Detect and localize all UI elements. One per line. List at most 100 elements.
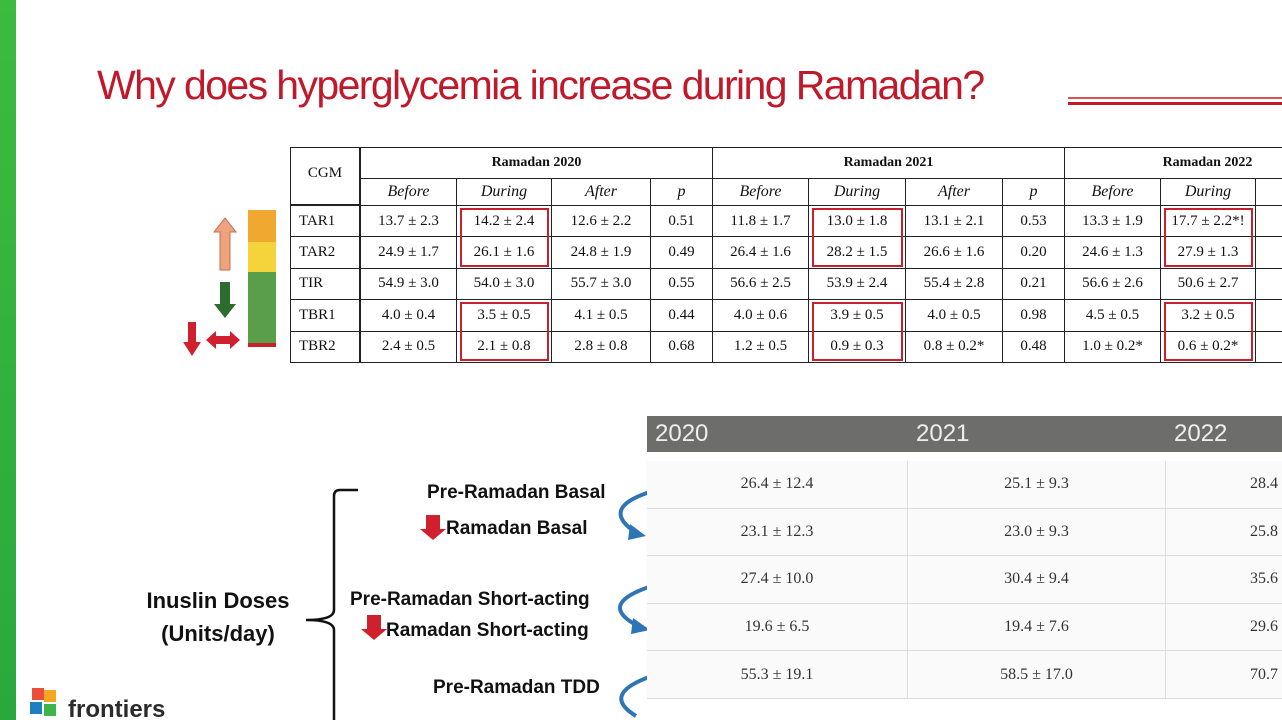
title-rule xyxy=(1068,102,1282,105)
data-cell: 12.6 ± 2.2 xyxy=(551,205,651,238)
down-arrow xyxy=(183,322,201,356)
data-cell: 1.2 ± 0.5 xyxy=(712,330,809,363)
corner-cell: CGM xyxy=(290,147,360,205)
data-cell xyxy=(1255,236,1282,269)
column-header: p xyxy=(650,178,713,206)
down-arrow xyxy=(420,515,446,540)
data-cell: 0.53 xyxy=(1002,205,1065,238)
row-label: TBR1 xyxy=(290,299,360,332)
dose-header-band xyxy=(647,416,1282,452)
highlight-box xyxy=(812,302,903,361)
down-arrow xyxy=(361,615,387,640)
data-cell: 50.6 ± 2.7 xyxy=(1160,267,1256,301)
dose-cell: 58.5 ± 17.0 xyxy=(908,651,1166,699)
data-cell: 2.4 ± 0.5 xyxy=(360,330,457,363)
data-cell: 4.0 ± 0.5 xyxy=(905,299,1003,332)
dose-cell: 23.1 ± 12.3 xyxy=(647,508,908,557)
data-cell: 0.49 xyxy=(650,236,713,269)
data-cell: 13.3 ± 1.9 xyxy=(1064,205,1161,238)
dose-cell: 30.4 ± 9.4 xyxy=(908,556,1166,604)
dose-cell: 19.4 ± 7.6 xyxy=(908,603,1166,652)
row-label: TAR2 xyxy=(290,236,360,269)
data-cell: 11.8 ± 1.7 xyxy=(712,205,809,238)
slide-title: Why does hyperglycemia increase during R… xyxy=(97,62,985,108)
highlight-box xyxy=(1164,208,1253,267)
row-label: TAR1 xyxy=(290,205,360,238)
tir-bar xyxy=(248,272,276,343)
data-cell: 3.9 ± 0.5 xyxy=(808,299,906,332)
dose-label: Ramadan Short-acting xyxy=(386,620,589,641)
tar1-bar xyxy=(248,210,276,242)
dose-cell: 23.0 ± 9.3 xyxy=(908,508,1166,557)
bracket-label: Inuslin Doses xyxy=(146,588,290,613)
data-cell: 55.7 ± 3.0 xyxy=(551,267,651,301)
column-header: During xyxy=(456,178,552,206)
data-cell: 24.9 ± 1.7 xyxy=(360,236,457,269)
dose-label: Pre-Ramadan Basal xyxy=(427,482,606,503)
arrowhead xyxy=(628,524,646,540)
data-cell: 24.8 ± 1.9 xyxy=(551,236,651,269)
data-cell xyxy=(1255,267,1282,301)
dose-cell: 35.6 xyxy=(1166,556,1282,604)
dose-label: Pre-Ramadan TDD xyxy=(433,677,600,698)
highlight-box xyxy=(460,208,549,267)
data-cell: 56.6 ± 2.6 xyxy=(1064,267,1161,301)
data-cell: 0.48 xyxy=(1002,330,1065,363)
dose-cell: 27.4 ± 10.0 xyxy=(647,556,908,604)
arrowhead xyxy=(631,618,650,634)
dose-cell: 19.6 ± 6.5 xyxy=(647,603,908,652)
dose-cell: 29.6 xyxy=(1166,603,1282,652)
dose-cell: 28.4 xyxy=(1166,461,1282,509)
data-cell: 3.5 ± 0.5 xyxy=(456,299,552,332)
dose-label: Ramadan Basal xyxy=(446,518,588,539)
column-header: After xyxy=(551,178,651,206)
dose-cell: 55.3 ± 19.1 xyxy=(647,651,908,699)
dose-diagram xyxy=(305,488,653,720)
data-cell: 0.6 ± 0.2* xyxy=(1160,330,1256,363)
dose-label: Pre-Ramadan Short-acting xyxy=(350,589,590,610)
curved-arrow xyxy=(618,490,651,534)
dose-cell: 26.4 ± 12.4 xyxy=(647,461,908,509)
up-arrow xyxy=(212,217,238,271)
title-rule xyxy=(1068,97,1282,99)
data-cell: 13.7 ± 2.3 xyxy=(360,205,457,238)
data-cell: 0.20 xyxy=(1002,236,1065,269)
data-cell xyxy=(1255,205,1282,238)
data-cell: 0.9 ± 0.3 xyxy=(808,330,906,363)
year-header: 2020 xyxy=(655,420,709,447)
data-cell: 54.0 ± 3.0 xyxy=(456,267,552,301)
data-cell xyxy=(1255,299,1282,332)
row-label: TBR2 xyxy=(290,330,360,363)
bracket xyxy=(305,488,358,720)
curved-arrow xyxy=(619,674,653,718)
data-cell: 4.1 ± 0.5 xyxy=(551,299,651,332)
highlight-box xyxy=(460,302,549,361)
bracket-label: (Units/day) xyxy=(161,621,275,646)
tbr-bar xyxy=(248,343,276,347)
column-header: During xyxy=(1160,178,1256,206)
column-header: Before xyxy=(1064,178,1161,206)
data-cell: 53.9 ± 2.4 xyxy=(808,267,906,301)
row-label: TIR xyxy=(290,267,360,301)
data-cell: 26.6 ± 1.6 xyxy=(905,236,1003,269)
double-arrow xyxy=(206,331,240,349)
data-cell: 0.44 xyxy=(650,299,713,332)
column-header xyxy=(1255,178,1282,206)
group-header: Ramadan 2020 xyxy=(360,147,713,179)
group-header: Ramadan 2022 xyxy=(1064,147,1282,179)
data-cell: 55.4 ± 2.8 xyxy=(905,267,1003,301)
group-header: Ramadan 2021 xyxy=(712,147,1065,179)
column-header: After xyxy=(905,178,1003,206)
data-cell: 4.0 ± 0.6 xyxy=(712,299,809,332)
data-cell: 4.0 ± 0.4 xyxy=(360,299,457,332)
data-cell: 0.98 xyxy=(1002,299,1065,332)
data-cell: 0.21 xyxy=(1002,267,1065,301)
dose-cell: 70.7 xyxy=(1166,651,1282,699)
column-header: During xyxy=(808,178,906,206)
dose-cell: 25.8 xyxy=(1166,508,1282,557)
highlight-box xyxy=(1164,302,1253,361)
logo-icon xyxy=(30,688,56,716)
column-header: Before xyxy=(712,178,809,206)
tar2-bar xyxy=(248,242,276,272)
